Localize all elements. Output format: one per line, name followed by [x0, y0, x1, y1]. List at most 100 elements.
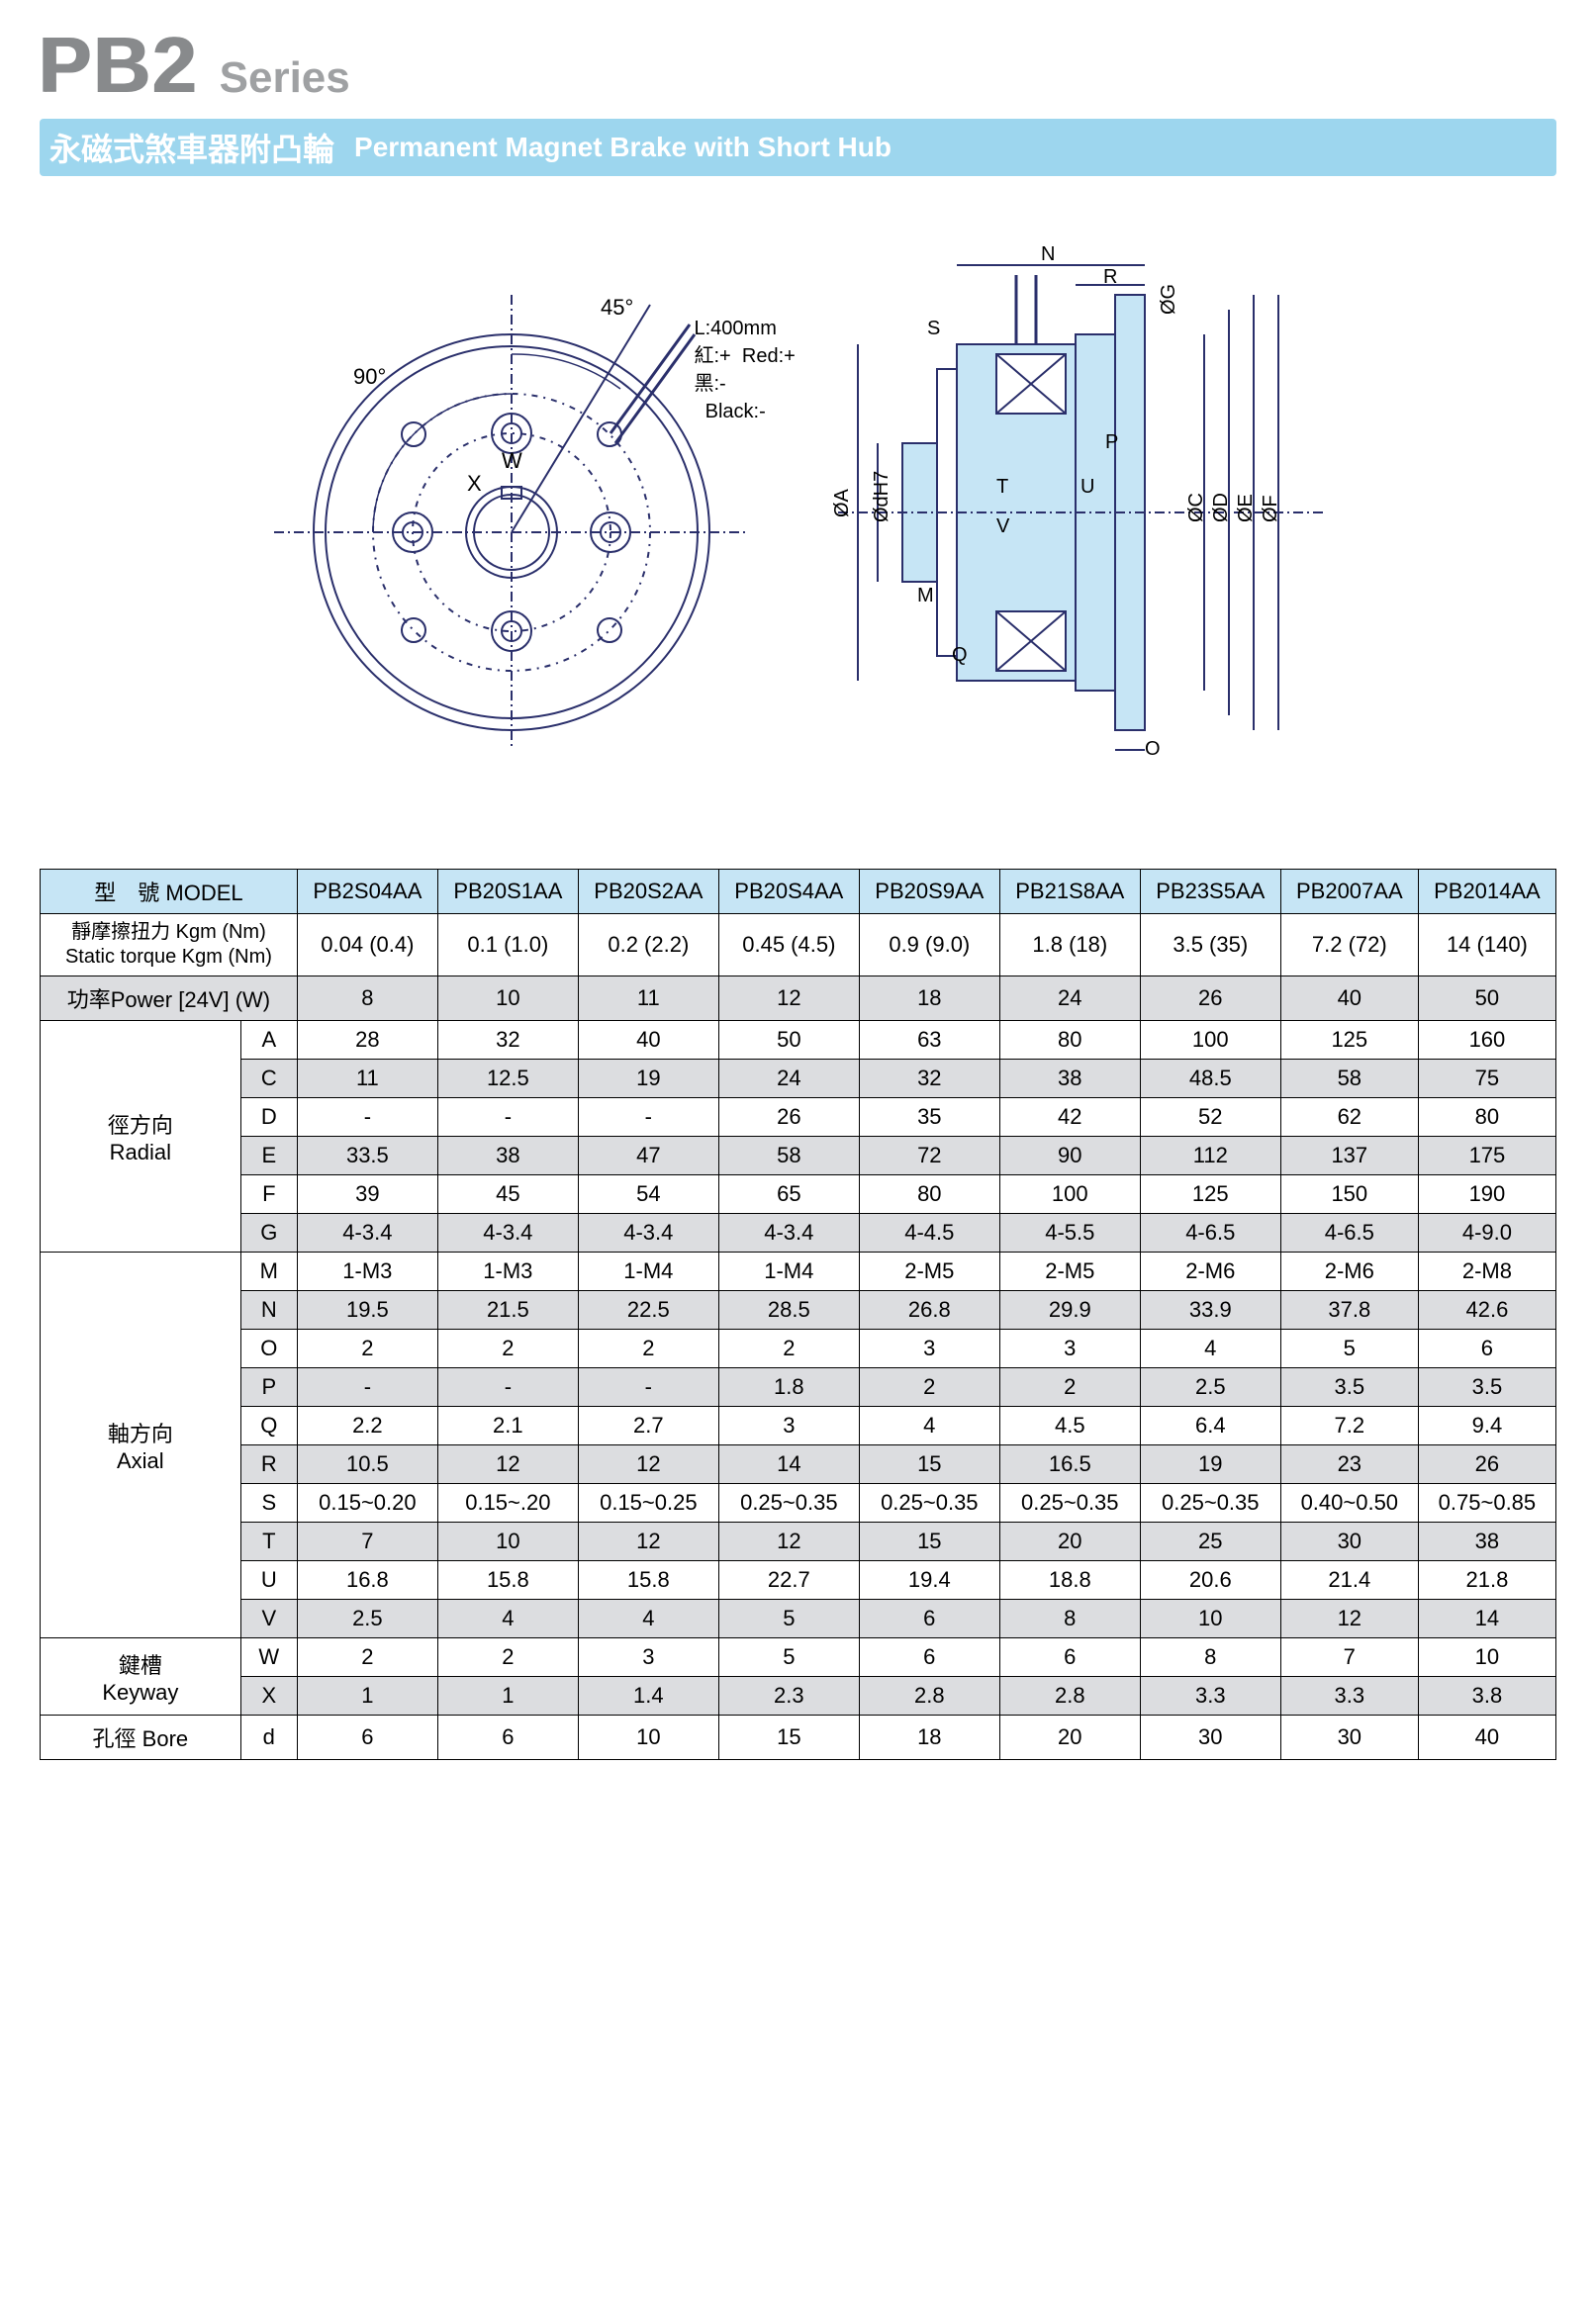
angle-90-label: 90°: [353, 364, 386, 389]
param-T: T: [240, 1523, 297, 1561]
model-6: PB23S5AA: [1140, 870, 1280, 914]
table-cell: 6: [859, 1600, 999, 1638]
wire-red-en: Red:+: [742, 345, 796, 367]
table-cell: 40: [1280, 976, 1418, 1021]
table-cell: 10: [437, 1523, 578, 1561]
table-cell: 0.04 (0.4): [297, 914, 437, 976]
table-cell: 26: [718, 1098, 859, 1137]
table-cell: 28.5: [718, 1291, 859, 1330]
table-cell: 26: [1140, 976, 1280, 1021]
table-row: F3945546580100125150190: [41, 1175, 1556, 1214]
table-cell: 2.3: [718, 1677, 859, 1716]
table-row: P---1.8222.53.53.5: [41, 1368, 1556, 1407]
table-cell: 2: [297, 1638, 437, 1677]
table-cell: 4-9.0: [1418, 1214, 1555, 1253]
table-row: 孔徑 Bored6610151820303040: [41, 1716, 1556, 1760]
table-cell: 90: [999, 1137, 1140, 1175]
table-cell: 47: [578, 1137, 718, 1175]
table-cell: 6: [297, 1716, 437, 1760]
table-row: S0.15~0.200.15~.200.15~0.250.25~0.350.25…: [41, 1484, 1556, 1523]
table-cell: 4-3.4: [437, 1214, 578, 1253]
product-series-code: PB2: [40, 20, 200, 111]
table-row: V2.544568101214: [41, 1600, 1556, 1638]
param-M: M: [240, 1253, 297, 1291]
table-cell: 5: [718, 1600, 859, 1638]
table-cell: 80: [999, 1021, 1140, 1060]
table-cell: -: [437, 1368, 578, 1407]
table-cell: 62: [1280, 1098, 1418, 1137]
table-cell: 4-6.5: [1280, 1214, 1418, 1253]
wire-red-zh: 紅:+: [695, 345, 731, 367]
table-cell: 100: [999, 1175, 1140, 1214]
subtitle-zh: 永磁式煞車器附凸輪: [49, 125, 334, 170]
table-cell: -: [437, 1098, 578, 1137]
model-1: PB20S1AA: [437, 870, 578, 914]
table-cell: 3: [999, 1330, 1140, 1368]
param-G: G: [240, 1214, 297, 1253]
table-cell: 1-M4: [718, 1253, 859, 1291]
group-keyway: 鍵槽Keyway: [41, 1638, 241, 1716]
table-cell: 137: [1280, 1137, 1418, 1175]
table-cell: 0.15~.20: [437, 1484, 578, 1523]
param-D: D: [240, 1098, 297, 1137]
table-cell: 80: [859, 1175, 999, 1214]
table-cell: 3.8: [1418, 1677, 1555, 1716]
subtitle-en: Permanent Magnet Brake with Short Hub: [354, 132, 892, 163]
table-cell: 22.5: [578, 1291, 718, 1330]
table-cell: 1-M3: [297, 1253, 437, 1291]
table-cell: 11: [578, 976, 718, 1021]
table-cell: 15: [718, 1716, 859, 1760]
table-cell: 2.1: [437, 1407, 578, 1445]
table-cell: 39: [297, 1175, 437, 1214]
table-cell: 0.25~0.35: [999, 1484, 1140, 1523]
param-R: R: [240, 1445, 297, 1484]
table-cell: 20: [999, 1716, 1140, 1760]
table-cell: 58: [718, 1137, 859, 1175]
param-S: S: [240, 1484, 297, 1523]
table-cell: 19: [1140, 1445, 1280, 1484]
dim-U: U: [1080, 476, 1094, 498]
model-7: PB2007AA: [1280, 870, 1418, 914]
table-cell: 23: [1280, 1445, 1418, 1484]
table-cell: 8: [999, 1600, 1140, 1638]
table-cell: -: [578, 1368, 718, 1407]
dim-V: V: [996, 515, 1010, 537]
param-W: W: [240, 1638, 297, 1677]
table-row: 軸方向AxialM1-M31-M31-M41-M42-M52-M52-M62-M…: [41, 1253, 1556, 1291]
table-cell: 0.2 (2.2): [578, 914, 718, 976]
dim-W: W: [502, 448, 522, 473]
table-cell: 28: [297, 1021, 437, 1060]
table-cell: 19.4: [859, 1561, 999, 1600]
param-Q: Q: [240, 1407, 297, 1445]
table-cell: 15: [859, 1445, 999, 1484]
table-cell: 16.5: [999, 1445, 1140, 1484]
model-4: PB20S9AA: [859, 870, 999, 914]
table-cell: 75: [1418, 1060, 1555, 1098]
dim-T: T: [996, 476, 1008, 498]
table-cell: 30: [1140, 1716, 1280, 1760]
table-cell: 0.25~0.35: [1140, 1484, 1280, 1523]
table-cell: 2: [718, 1330, 859, 1368]
table-cell: 2-M6: [1140, 1253, 1280, 1291]
dim-C: ØC: [1185, 493, 1207, 522]
table-cell: 38: [1418, 1523, 1555, 1561]
table-header-row: 型 號 MODEL PB2S04AA PB20S1AA PB20S2AA PB2…: [41, 870, 1556, 914]
table-cell: 40: [578, 1021, 718, 1060]
table-cell: 4-3.4: [718, 1214, 859, 1253]
table-cell: 190: [1418, 1175, 1555, 1214]
table-cell: 4-3.4: [297, 1214, 437, 1253]
table-cell: 1.8: [718, 1368, 859, 1407]
table-cell: 2-M5: [999, 1253, 1140, 1291]
table-cell: 21.4: [1280, 1561, 1418, 1600]
table-cell: 5: [1280, 1330, 1418, 1368]
table-cell: 112: [1140, 1137, 1280, 1175]
table-cell: 10: [437, 976, 578, 1021]
table-cell: 1: [437, 1677, 578, 1716]
header-model: 型 號 MODEL: [41, 870, 298, 914]
table-cell: 52: [1140, 1098, 1280, 1137]
table-cell: 38: [437, 1137, 578, 1175]
dim-F: ØF: [1260, 495, 1281, 522]
group-radial: 徑方向Radial: [41, 1021, 241, 1253]
table-cell: 4: [578, 1600, 718, 1638]
table-cell: 4: [859, 1407, 999, 1445]
